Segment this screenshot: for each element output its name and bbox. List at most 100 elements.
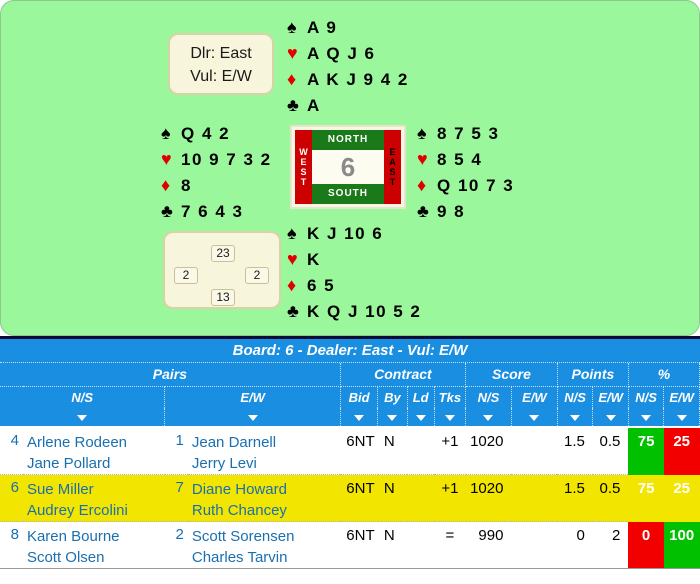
- points-ew: 2: [592, 521, 629, 569]
- player-name: Diane Howard: [191, 481, 287, 498]
- heart-icon: ♥: [417, 149, 428, 169]
- contract-bid: 6NT: [340, 427, 378, 475]
- south-clubs-row: ♣ K Q J 10 5 2: [287, 298, 421, 324]
- west-hand: ♠ Q 4 2 ♥ 10 9 7 3 2 ♦ 8 ♣ 7 6 4 3: [161, 120, 272, 224]
- subheader-points-ew[interactable]: E/W: [592, 386, 629, 408]
- points-ns: 1.5: [557, 474, 593, 522]
- hcp-south: 13: [211, 289, 235, 306]
- sort-arrow-by[interactable]: [377, 408, 408, 428]
- subheader-pct-ew[interactable]: E/W: [663, 386, 700, 408]
- compass-south-label: SOUTH: [312, 184, 384, 204]
- west-spades: Q 4 2: [181, 124, 231, 143]
- club-icon: ♣: [287, 301, 299, 321]
- score-ew: [511, 521, 558, 569]
- table-row[interactable]: 4 Arlene Rodeen Jane Pollard 1 Jean Darnell J…: [0, 427, 700, 475]
- score-ns: 1020: [465, 474, 512, 522]
- contract-bid: 6NT: [340, 521, 378, 569]
- sort-arrow-bid[interactable]: [340, 408, 379, 428]
- diamond-icon: ♦: [417, 175, 427, 195]
- player-name: Ruth Chancey: [191, 502, 287, 519]
- west-hearts-row: ♥ 10 9 7 3 2: [161, 146, 272, 172]
- dealer-label: Dlr: East: [190, 45, 252, 62]
- north-spades-row: ♠ A 9: [287, 14, 409, 40]
- subheader-pct-ns[interactable]: N/S: [628, 386, 665, 408]
- percent-ns: 0: [628, 521, 664, 569]
- sort-arrow-score-ns[interactable]: [465, 408, 512, 428]
- sort-arrow-pct-ew[interactable]: [663, 408, 700, 428]
- sort-arrow-tks[interactable]: [434, 408, 467, 428]
- sort-arrow-score-ew[interactable]: [511, 408, 558, 428]
- north-spades: A 9: [307, 18, 338, 37]
- south-spades: K J 10 6: [307, 224, 384, 243]
- group-header-points: Points: [557, 363, 629, 387]
- north-clubs-row: ♣ A: [287, 92, 409, 118]
- player-name: Arlene Rodeen: [26, 434, 128, 451]
- player-name: Jerry Levi: [191, 455, 257, 472]
- east-diamonds: Q 10 7 3: [437, 176, 515, 195]
- sort-arrow-points-ew[interactable]: [592, 408, 629, 428]
- subheader-by[interactable]: By: [377, 386, 408, 408]
- sort-arrow-points-ns[interactable]: [557, 408, 594, 428]
- player-name: Scott Sorensen: [191, 528, 295, 545]
- ns-pair-names: Karen Bourne Scott Olsen: [22, 521, 165, 569]
- score-ew: [511, 427, 558, 475]
- sort-arrow-ld[interactable]: [407, 408, 435, 428]
- spade-icon: ♠: [287, 223, 297, 243]
- diamond-icon: ♦: [161, 175, 171, 195]
- east-diamonds-row: ♦ Q 10 7 3: [417, 172, 514, 198]
- north-clubs: A: [307, 96, 321, 115]
- west-diamonds-row: ♦ 8: [161, 172, 272, 198]
- subheader-score-ew[interactable]: E/W: [511, 386, 558, 408]
- ew-pair-number: 1: [164, 427, 188, 475]
- club-icon: ♣: [287, 95, 299, 115]
- table-row[interactable]: 8 Karen Bourne Scott Olsen 2 Scott Sorensen C…: [0, 521, 700, 569]
- subheader-tks[interactable]: Tks: [434, 386, 467, 408]
- subheader-bid[interactable]: Bid: [340, 386, 379, 408]
- sort-arrow-ew-pair[interactable]: [164, 408, 341, 428]
- player-name: Karen Bourne: [26, 528, 120, 545]
- percent-ew: 100: [663, 521, 700, 569]
- subheader-ld[interactable]: Ld: [407, 386, 435, 408]
- contract-declarer: N: [377, 474, 408, 522]
- group-header-percent: %: [628, 363, 700, 387]
- hcp-west: 2: [174, 267, 198, 284]
- score-ns: 1020: [465, 427, 512, 475]
- north-diamonds: A K J 9 4 2: [307, 70, 409, 89]
- club-icon: ♣: [161, 201, 173, 221]
- group-header-score: Score: [465, 363, 558, 387]
- ew-pair-number: 2: [164, 521, 188, 569]
- subheader-ew-pair[interactable]: E/W: [164, 386, 341, 408]
- north-hearts: A Q J 6: [307, 44, 376, 63]
- east-hearts: 8 5 4: [437, 150, 483, 169]
- sort-arrow-ns-pair[interactable]: [0, 408, 166, 428]
- tricks-result: =: [434, 521, 466, 569]
- subheader-points-ns[interactable]: N/S: [557, 386, 594, 408]
- points-ns: 1.5: [557, 427, 593, 475]
- percent-ns: 75: [628, 427, 664, 475]
- points-ew: 0.5: [592, 474, 629, 522]
- subheader-ns-pair[interactable]: N/S: [0, 386, 166, 408]
- player-name: Charles Tarvin: [191, 549, 288, 566]
- heart-icon: ♥: [161, 149, 172, 169]
- table-row[interactable]: 6 Sue Miller Audrey Ercolini 7 Diane Howard R…: [0, 474, 700, 522]
- spade-icon: ♠: [287, 17, 297, 37]
- player-name: Jean Darnell: [191, 434, 277, 451]
- south-spades-row: ♠ K J 10 6: [287, 220, 421, 246]
- hcp-east: 2: [245, 267, 269, 284]
- east-hearts-row: ♥ 8 5 4: [417, 146, 514, 172]
- north-diamonds-row: ♦ A K J 9 4 2: [287, 66, 409, 92]
- board-title: Board: 6 - Dealer: East - Vul: E/W: [0, 339, 700, 363]
- points-ew: 0.5: [592, 427, 629, 475]
- subheader-score-ns[interactable]: N/S: [465, 386, 512, 408]
- sort-arrow-pct-ns[interactable]: [628, 408, 665, 428]
- compass-north-label: NORTH: [312, 130, 384, 150]
- west-clubs: 7 6 4 3: [181, 202, 244, 221]
- south-diamonds-row: ♦ 6 5: [287, 272, 421, 298]
- tricks-result: +1: [434, 427, 466, 475]
- ew-pair-names: Jean Darnell Jerry Levi: [187, 427, 341, 475]
- contract-bid: 6NT: [340, 474, 378, 522]
- results-section: Board: 6 - Dealer: East - Vul: E/W Pairs…: [0, 336, 700, 584]
